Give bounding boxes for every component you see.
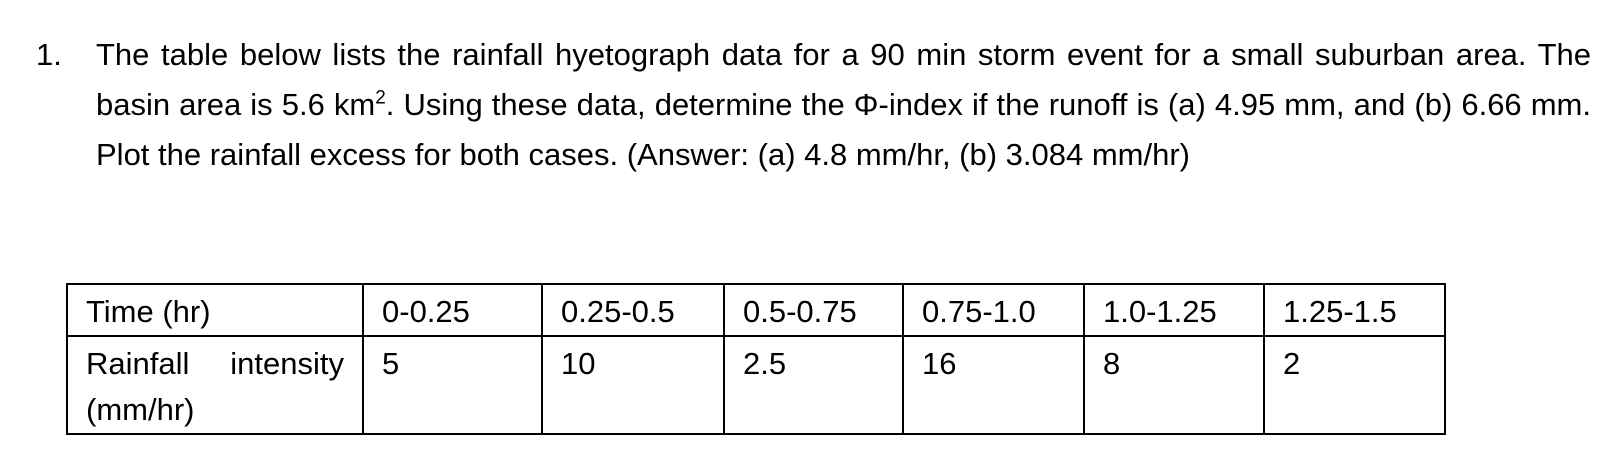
- table-cell: 0.25-0.5: [541, 283, 725, 337]
- problem-text: The table below lists the rainfall hyeto…: [96, 30, 1591, 180]
- table-cell: 1.0-1.25: [1083, 283, 1265, 337]
- table-cell: 2.5: [723, 335, 904, 435]
- table-cell: 0.5-0.75: [723, 283, 904, 337]
- table-cell: 10: [541, 335, 725, 435]
- table-cell: 2: [1263, 335, 1446, 435]
- row-label-time: Time (hr): [66, 283, 364, 337]
- table-cell: 16: [902, 335, 1085, 435]
- table-cell: 5: [362, 335, 543, 435]
- problem-text-part2: . Using these data, determine the Φ-inde…: [96, 87, 1591, 172]
- table-cell: 0.75-1.0: [902, 283, 1085, 337]
- problem-text-part1: The table below lists the rainfall hyeto…: [96, 37, 1591, 122]
- problem-number: 1.: [36, 37, 62, 72]
- table-cell: 8: [1083, 335, 1265, 435]
- table-row-time: Time (hr) 0-0.25 0.25-0.5 0.5-0.75 0.75-…: [66, 283, 1446, 337]
- superscript-squared: 2: [375, 87, 386, 109]
- table-cell: 1.25-1.5: [1263, 283, 1446, 337]
- hyetograph-table: Time (hr) 0-0.25 0.25-0.5 0.5-0.75 0.75-…: [66, 283, 1446, 435]
- table-row-intensity: Rainfall intensity (mm/hr) 5 10 2.5 16 8…: [66, 335, 1446, 435]
- row-label-intensity: Rainfall intensity (mm/hr): [66, 335, 364, 435]
- table-cell: 0-0.25: [362, 283, 543, 337]
